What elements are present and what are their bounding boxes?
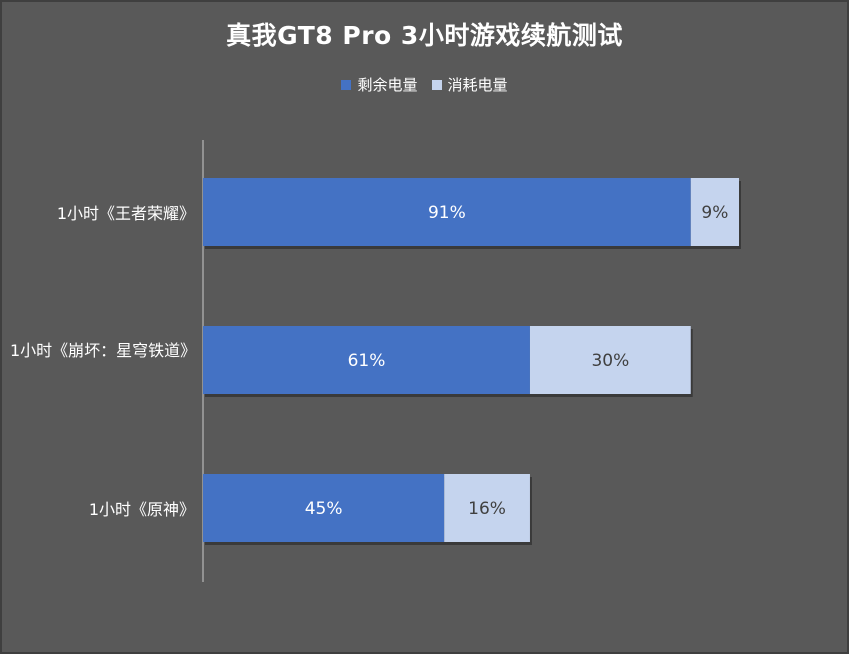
data-label-consumed-2: 16% bbox=[468, 499, 506, 519]
category-label-honor-of-kings: 1小时《王者荣耀》 bbox=[56, 204, 195, 223]
data-label-remaining-0: 91% bbox=[428, 203, 466, 223]
legend-swatch-consumed bbox=[431, 79, 442, 90]
legend-label-consumed: 消耗电量 bbox=[447, 76, 508, 94]
bar-remaining-0 bbox=[203, 178, 691, 246]
chart-title: 真我GT8 Pro 3小时游戏续航测试 bbox=[226, 21, 623, 50]
data-label-consumed-0: 9% bbox=[701, 203, 728, 223]
legend-item-consumed: 消耗电量 bbox=[431, 74, 508, 95]
category-label-genshin: 1小时《原神》 bbox=[88, 500, 195, 519]
bar-remaining-2 bbox=[203, 474, 445, 542]
legend-label-remaining: 剩余电量 bbox=[357, 76, 418, 94]
bar-consumed-1 bbox=[529, 326, 691, 394]
legend-swatch-remaining bbox=[341, 79, 352, 90]
bar-remaining-1 bbox=[203, 326, 530, 394]
bar-consumed-0 bbox=[690, 178, 739, 246]
data-label-remaining-1: 61% bbox=[348, 351, 386, 371]
bar-consumed-2 bbox=[444, 474, 530, 542]
category-label-star-rail: 1小时《崩坏：星穹铁道》 bbox=[10, 341, 197, 360]
chart-legend: 剩余电量 消耗电量 bbox=[2, 74, 847, 95]
data-label-consumed-1: 30% bbox=[591, 351, 629, 371]
data-label-remaining-2: 45% bbox=[305, 499, 343, 519]
legend-item-remaining: 剩余电量 bbox=[341, 74, 418, 95]
